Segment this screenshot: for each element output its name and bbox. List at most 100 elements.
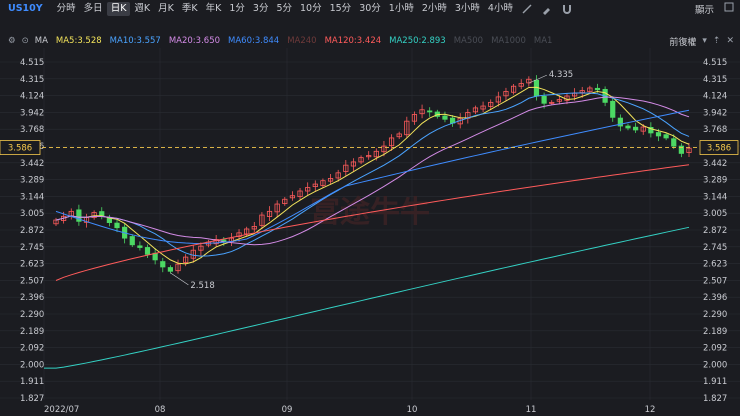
candle-body bbox=[289, 195, 296, 199]
candle-body bbox=[274, 203, 280, 213]
draw-line-icon[interactable] bbox=[519, 2, 535, 16]
price-tick-left: 2.092 bbox=[20, 344, 44, 354]
price-tick-right: 2.189 bbox=[703, 327, 727, 337]
timeframe-tab[interactable]: 30分 bbox=[359, 2, 381, 14]
candle-body bbox=[518, 83, 524, 87]
candle-body bbox=[327, 178, 334, 182]
current-price-label-right: 3.586 bbox=[707, 144, 731, 154]
toolbar: US10Y 分時 多日 日K 週K 月K 季K 年K 1分 3分 5分 10分 15分 30分 1小時 2小… bbox=[0, 0, 740, 17]
timeframe-tab[interactable]: 4小時 bbox=[487, 2, 513, 14]
price-tick-left: 2.000 bbox=[20, 360, 44, 370]
ma20-line bbox=[55, 96, 690, 246]
up-arrow-icon[interactable]: ⇡ bbox=[712, 36, 721, 46]
ma120-line bbox=[55, 164, 690, 281]
timeframe-tab[interactable]: 年K bbox=[205, 2, 222, 14]
candle-body bbox=[282, 198, 288, 204]
candle-body bbox=[297, 190, 303, 198]
indicator-bar-right: 前復權 ▾ ⇡ ✕ bbox=[669, 34, 734, 48]
timeframe-tab[interactable]: 5分 bbox=[276, 2, 292, 14]
high-annotation: 4.335 bbox=[549, 70, 573, 80]
candle-body bbox=[671, 138, 677, 147]
price-tick-right: 4.315 bbox=[703, 75, 727, 85]
timeframe-tab[interactable]: 1分 bbox=[229, 2, 245, 14]
timeframe-tab[interactable]: 10分 bbox=[300, 2, 322, 14]
price-tick-right: 4.515 bbox=[703, 58, 727, 68]
indicator-value: MA20:3.650 bbox=[168, 36, 221, 46]
indicator-name[interactable]: MA bbox=[34, 36, 48, 46]
indicator-value: MA1 bbox=[533, 36, 553, 46]
price-tick-right: 3.768 bbox=[703, 125, 727, 135]
candle-body bbox=[137, 245, 143, 248]
timeframe-tab[interactable]: 日K bbox=[106, 1, 131, 16]
candle-body bbox=[343, 164, 349, 172]
candle-body bbox=[175, 263, 181, 272]
timeframe-tab[interactable]: 分時 bbox=[56, 2, 76, 14]
date-tick: 10 bbox=[407, 405, 418, 415]
ma5-line bbox=[55, 86, 690, 265]
indicator-value: MA250:2.893 bbox=[389, 36, 446, 46]
price-tick-right: 3.005 bbox=[703, 209, 727, 219]
price-tick-left: 3.768 bbox=[20, 125, 44, 135]
candle-body bbox=[160, 261, 166, 268]
price-tick-left: 3.289 bbox=[20, 176, 44, 186]
adjust-mode[interactable]: 前復權 bbox=[669, 37, 697, 48]
eye-icon[interactable]: ⊙ bbox=[21, 36, 29, 46]
price-tick-right: 3.144 bbox=[703, 192, 727, 202]
magnet-icon[interactable] bbox=[559, 2, 575, 16]
price-tick-left: 2.189 bbox=[20, 327, 44, 337]
candle-body bbox=[587, 87, 593, 93]
candle-body bbox=[541, 95, 547, 104]
candle-body bbox=[411, 114, 418, 122]
timeframe-list: 分時 多日 日K 週K 月K 季K 年K 1分 3分 5分 10分 15分 30分 1小時 2小時 3小時 4小… bbox=[53, 1, 517, 16]
timeframe-tab[interactable]: 月K bbox=[158, 2, 174, 14]
current-price-box-left bbox=[0, 140, 41, 155]
candle-body bbox=[244, 228, 250, 235]
timeframe-tab[interactable]: 15分 bbox=[329, 2, 352, 14]
candle-body bbox=[373, 150, 379, 158]
indicator-value: MA1000 bbox=[491, 36, 526, 46]
timeframe-tab[interactable]: 3小時 bbox=[454, 2, 480, 14]
candle-body bbox=[503, 91, 509, 97]
candle-body bbox=[388, 137, 395, 147]
chevron-down-icon[interactable]: ▾ bbox=[702, 36, 707, 46]
candle-body bbox=[91, 212, 97, 218]
candle-body bbox=[510, 85, 517, 93]
brush-icon[interactable] bbox=[539, 2, 555, 16]
candle-body bbox=[617, 117, 623, 127]
symbol-label[interactable]: US10Y bbox=[8, 3, 43, 14]
candle-body bbox=[495, 96, 501, 103]
timeframe-tab[interactable]: 週K bbox=[134, 2, 151, 14]
price-tick-right: 2.507 bbox=[703, 276, 727, 286]
price-tick-left: 4.315 bbox=[20, 75, 44, 85]
price-tick-right: 1.911 bbox=[703, 377, 727, 387]
ma250-line bbox=[44, 226, 690, 369]
timeframe-tab[interactable]: 3分 bbox=[252, 2, 269, 14]
price-tick-right: 2.396 bbox=[703, 293, 727, 303]
candle-body bbox=[129, 236, 135, 246]
candle-body bbox=[594, 87, 601, 91]
price-tick-right: 4.124 bbox=[703, 92, 727, 102]
price-tick-left: 3.442 bbox=[20, 159, 44, 169]
timeframe-tab[interactable]: 多日 bbox=[83, 2, 103, 14]
timeframe-tab[interactable]: 1小時 bbox=[388, 2, 414, 14]
candle-body bbox=[266, 210, 273, 217]
candle-body bbox=[549, 101, 555, 104]
price-tick-right: 2.745 bbox=[703, 243, 727, 253]
indicator-value: MA5:3.528 bbox=[55, 36, 102, 46]
price-tick-left: 4.124 bbox=[20, 92, 44, 102]
close-icon[interactable]: ✕ bbox=[726, 36, 734, 46]
fullscreen-icon[interactable] bbox=[724, 2, 734, 15]
candle-body bbox=[633, 126, 639, 131]
date-tick: 09 bbox=[282, 405, 293, 415]
candle-body bbox=[312, 183, 318, 188]
price-tick-left: 2.507 bbox=[20, 276, 44, 286]
candle-body bbox=[198, 245, 204, 251]
indicator-bar: ⚙ ⊙ MA MA5:3.528 MA10:3.557 MA20:3.650 MA60… bbox=[0, 34, 740, 48]
timeframe-tab[interactable]: 2小時 bbox=[421, 2, 447, 14]
candle-body bbox=[472, 107, 479, 113]
timeframe-tab[interactable]: 季K bbox=[181, 2, 198, 14]
candle-body bbox=[419, 109, 425, 115]
gear-icon[interactable]: ⚙ bbox=[8, 36, 16, 46]
display-toggle[interactable]: 顯示 bbox=[694, 4, 714, 16]
